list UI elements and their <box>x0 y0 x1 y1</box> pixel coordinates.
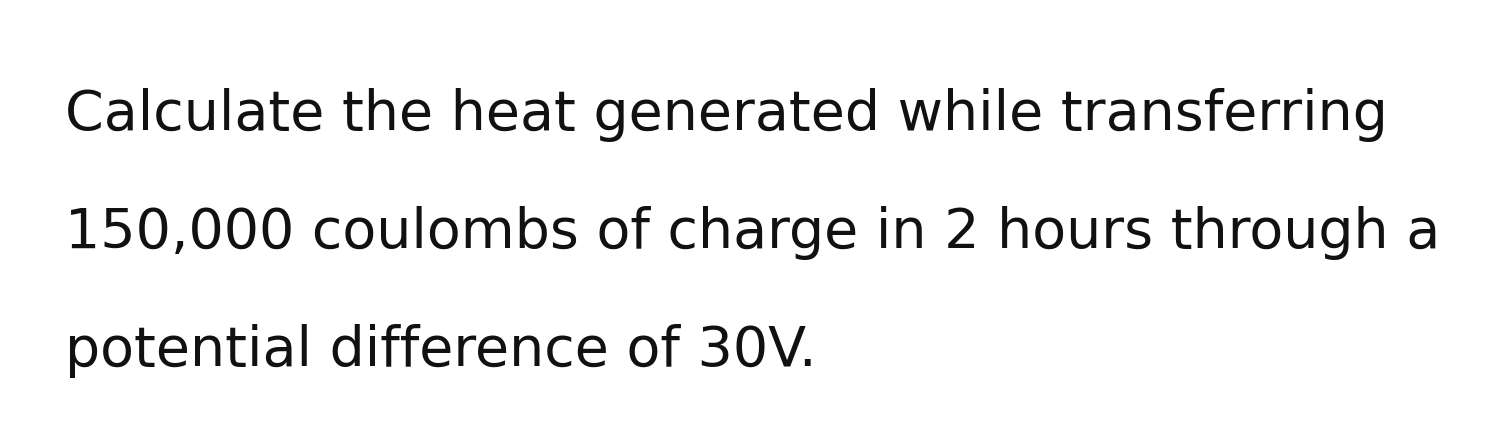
Text: Calculate the heat generated while transferring: Calculate the heat generated while trans… <box>64 88 1388 142</box>
Text: 150,000 coulombs of charge in 2 hours through a: 150,000 coulombs of charge in 2 hours th… <box>64 206 1440 260</box>
Text: potential difference of 30V.: potential difference of 30V. <box>64 324 816 378</box>
